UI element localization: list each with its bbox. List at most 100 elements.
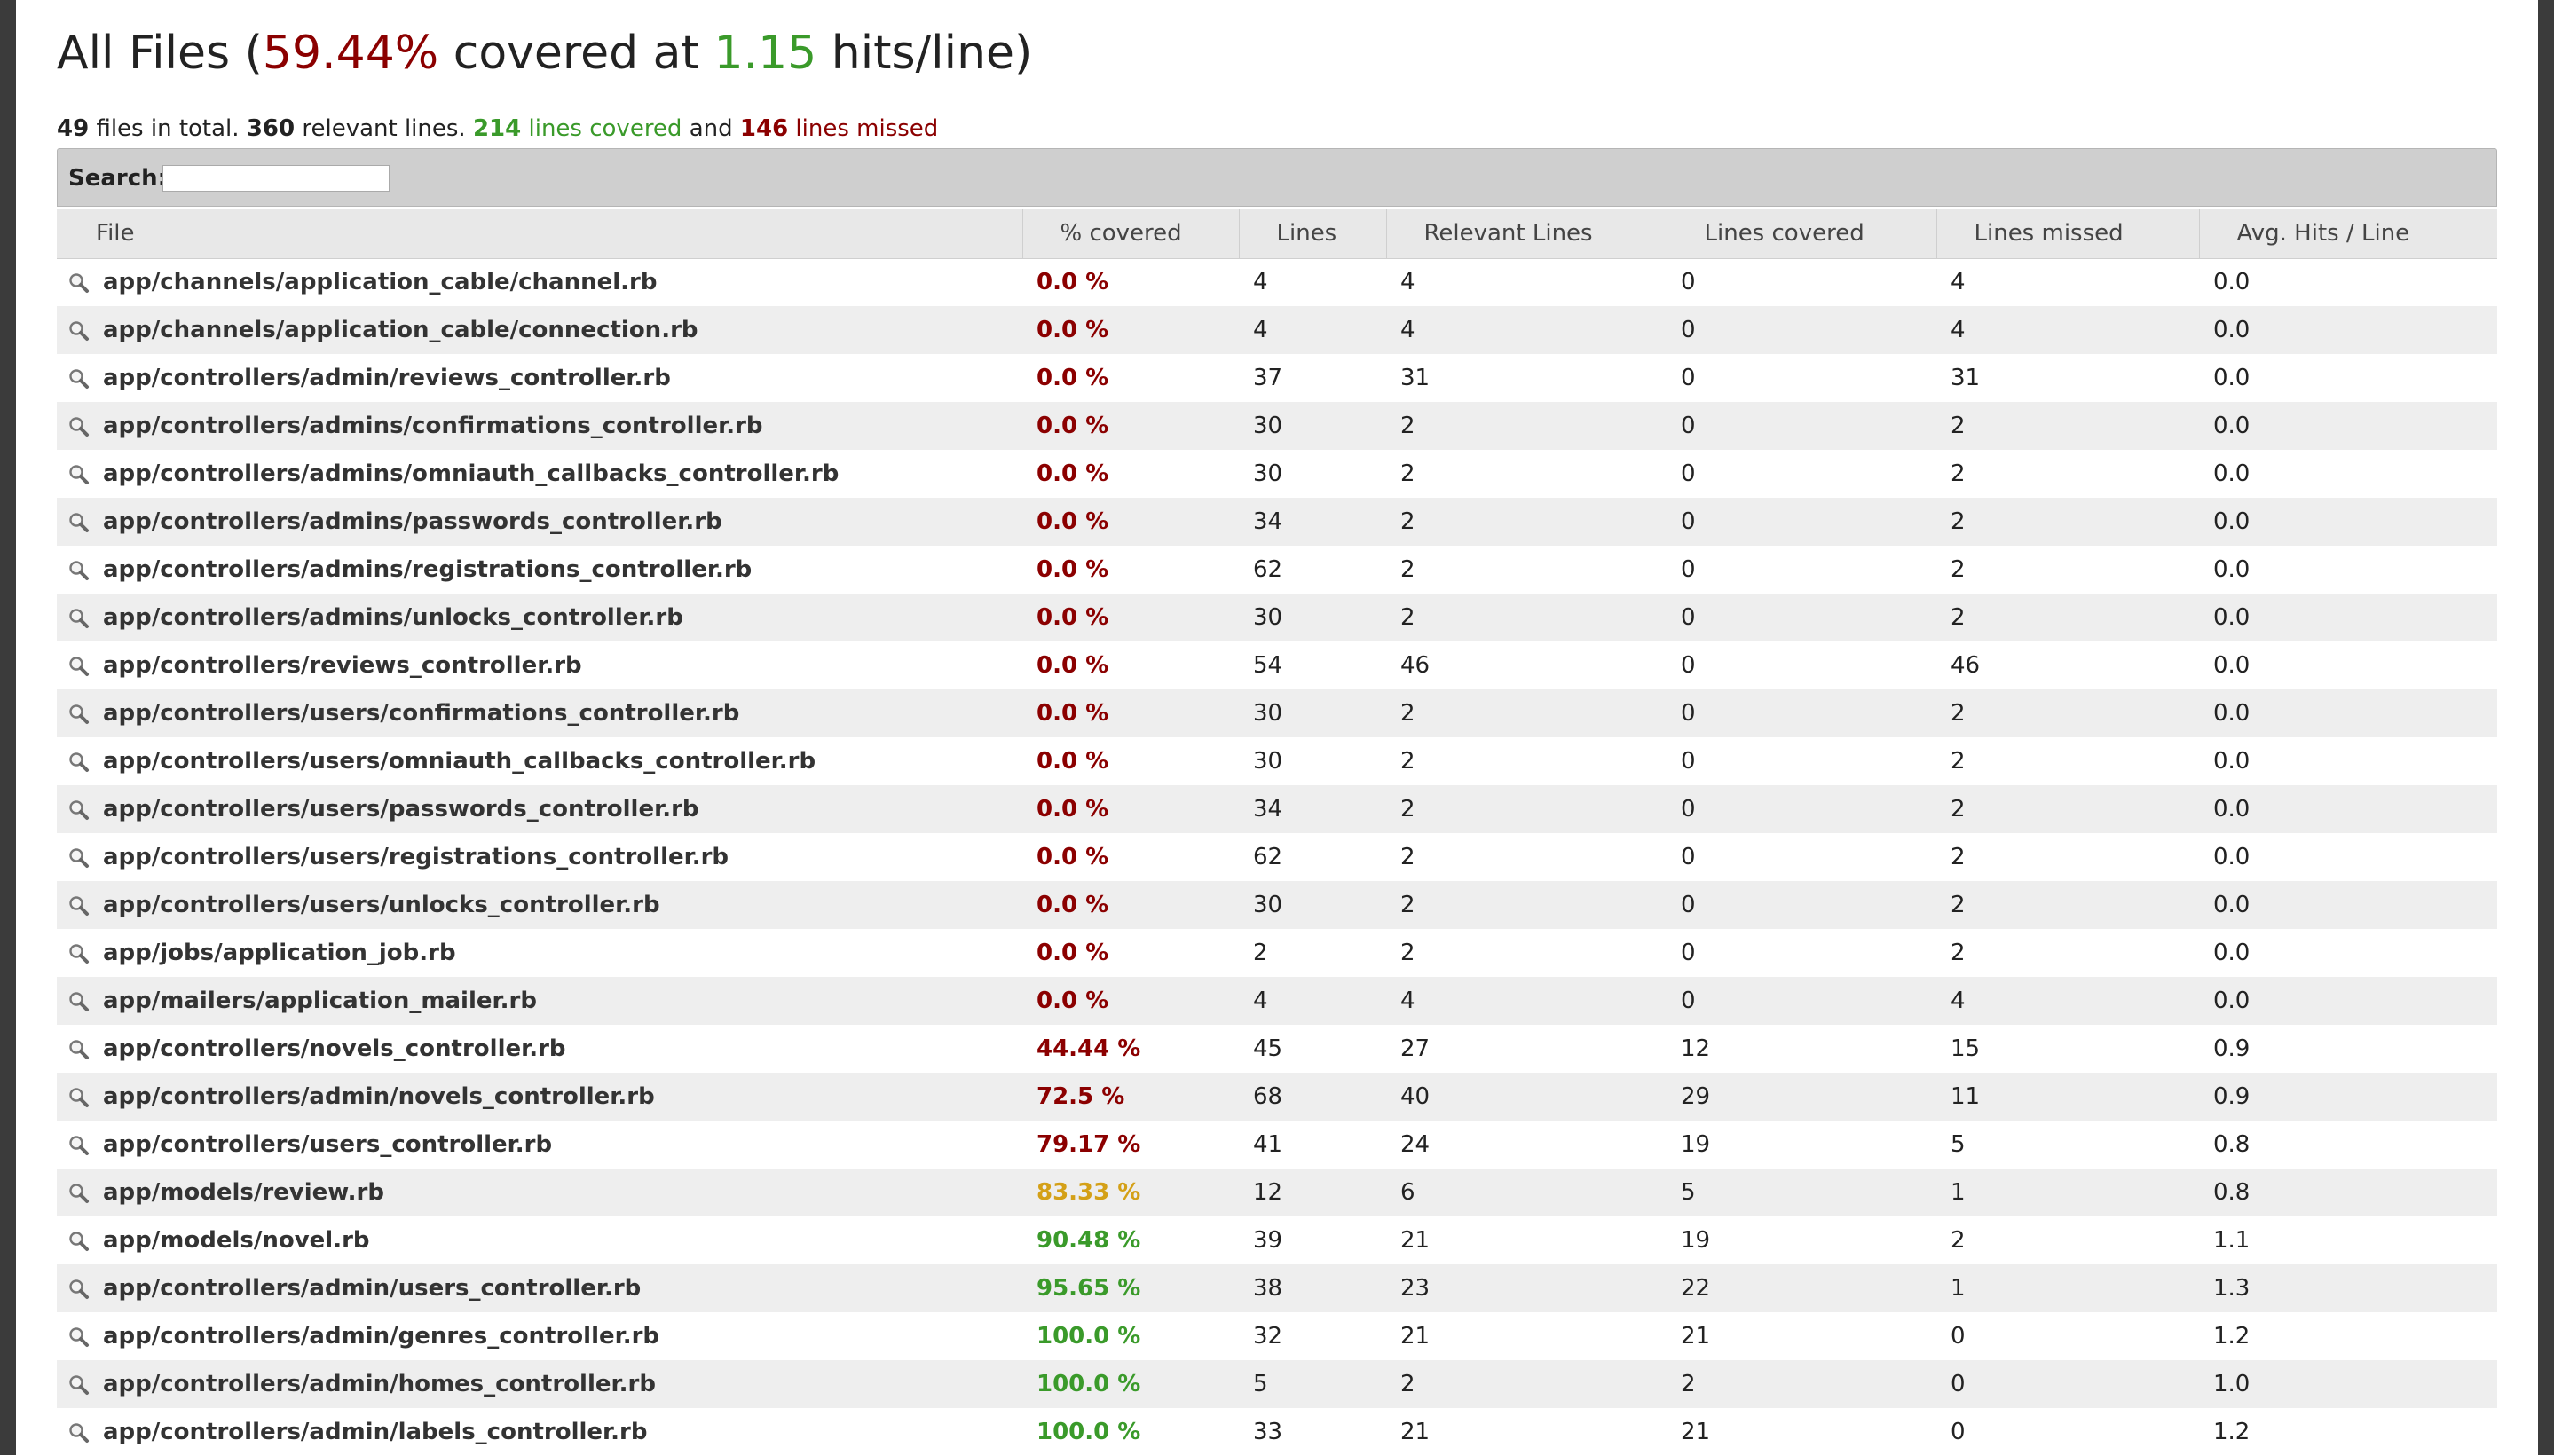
col-lines-covered-header[interactable]: Lines covered [1667, 209, 1937, 259]
magnifier-icon[interactable] [67, 607, 91, 630]
file-link[interactable]: app/controllers/admins/registrations_con… [103, 556, 753, 583]
file-link[interactable]: app/controllers/admin/reviews_controller… [103, 365, 671, 391]
magnifier-icon[interactable] [67, 415, 91, 438]
col-lines-missed-header[interactable]: Lines missed [1936, 209, 2200, 259]
file-link[interactable]: app/controllers/reviews_controller.rb [103, 652, 582, 679]
magnifier-icon[interactable] [67, 799, 91, 822]
lines-covered-cell: 0 [1667, 833, 1936, 881]
magnifier-icon[interactable] [67, 1373, 91, 1397]
file-link[interactable]: app/channels/application_cable/connectio… [103, 317, 698, 343]
file-link[interactable]: app/controllers/admins/unlocks_controlle… [103, 604, 683, 631]
relevant-lines-cell: 31 [1386, 354, 1667, 402]
magnifier-icon[interactable] [67, 1182, 91, 1205]
file-link[interactable]: app/controllers/admins/omniauth_callback… [103, 460, 840, 487]
relevant-lines-cell: 2 [1386, 737, 1667, 785]
file-link[interactable]: app/channels/application_cable/channel.r… [103, 269, 658, 296]
magnifier-icon[interactable] [67, 751, 91, 774]
file-link[interactable]: app/controllers/admin/novels_controller.… [103, 1083, 655, 1110]
table-row: app/controllers/users/registrations_cont… [57, 833, 2497, 881]
table-row: app/controllers/users/passwords_controll… [57, 785, 2497, 833]
magnifier-icon[interactable] [67, 367, 91, 390]
magnifier-icon[interactable] [67, 990, 91, 1013]
relevant-lines-cell: 40 [1386, 1073, 1667, 1121]
magnifier-icon[interactable] [67, 1421, 91, 1444]
lines-cell: 68 [1239, 1073, 1386, 1121]
file-link[interactable]: app/controllers/admin/homes_controller.r… [103, 1371, 656, 1397]
file-link[interactable]: app/controllers/users/passwords_controll… [103, 796, 699, 822]
magnifier-icon[interactable] [67, 942, 91, 965]
file-cell: app/controllers/admins/registrations_con… [57, 546, 1022, 594]
magnifier-icon[interactable] [67, 511, 91, 534]
missed-label: lines missed [788, 115, 939, 142]
relevant-lines-cell: 21 [1386, 1312, 1667, 1360]
file-link[interactable]: app/controllers/users/confirmations_cont… [103, 700, 740, 727]
table-row: app/models/novel.rb 90.48 % 39 21 19 2 1.1 [57, 1216, 2497, 1264]
magnifier-icon[interactable] [67, 1278, 91, 1301]
file-link[interactable]: app/mailers/application_mailer.rb [103, 988, 537, 1014]
lines-cell: 45 [1239, 1025, 1386, 1073]
lines-cell: 30 [1239, 737, 1386, 785]
magnifier-icon[interactable] [67, 894, 91, 917]
table-row: app/models/review.rb 83.33 % 12 6 5 1 0.8 [57, 1169, 2497, 1216]
relevant-lines-cell: 2 [1386, 833, 1667, 881]
file-cell: app/mailers/application_mailer.rb [57, 977, 1022, 1025]
col-avg-hits-header[interactable]: Avg. Hits / Line [2199, 209, 2497, 259]
file-link[interactable]: app/controllers/admins/passwords_control… [103, 508, 722, 535]
table-row: app/controllers/novels_controller.rb 44.4… [57, 1025, 2497, 1073]
magnifier-icon[interactable] [67, 703, 91, 726]
lines-covered-cell: 19 [1667, 1216, 1936, 1264]
magnifier-icon[interactable] [67, 1038, 91, 1061]
page-title: All Files (59.44% covered at 1.15 hits/l… [57, 27, 1032, 80]
avg-hits-cell: 1.3 [2199, 1264, 2497, 1312]
magnifier-icon[interactable] [67, 272, 91, 295]
file-cell: app/controllers/admin/reviews_controller… [57, 354, 1022, 402]
magnifier-icon[interactable] [67, 1326, 91, 1349]
magnifier-icon[interactable] [67, 1086, 91, 1109]
file-link[interactable]: app/controllers/admin/labels_controller.… [103, 1419, 648, 1445]
magnifier-icon[interactable] [67, 1230, 91, 1253]
lines-missed-cell: 2 [1936, 737, 2199, 785]
magnifier-icon[interactable] [67, 846, 91, 870]
file-link[interactable]: app/controllers/admin/users_controller.r… [103, 1275, 642, 1302]
avg-hits-cell: 0.0 [2199, 402, 2497, 450]
file-link[interactable]: app/models/novel.rb [103, 1227, 370, 1254]
magnifier-icon[interactable] [67, 559, 91, 582]
lines-covered-cell: 29 [1667, 1073, 1936, 1121]
file-cell: app/channels/application_cable/channel.r… [57, 258, 1022, 306]
file-link[interactable]: app/jobs/application_job.rb [103, 940, 456, 966]
col-lines-header[interactable]: Lines [1239, 209, 1387, 259]
lines-missed-cell: 1 [1936, 1169, 2199, 1216]
hits-per-line: 1.15 [713, 27, 817, 80]
col-relevant-lines-header[interactable]: Relevant Lines [1386, 209, 1667, 259]
file-cell: app/controllers/admin/genres_controller.… [57, 1312, 1022, 1360]
file-link[interactable]: app/controllers/users/registrations_cont… [103, 844, 729, 870]
file-table: File% covered Lines Relevant Lines Lines co… [57, 209, 2497, 1456]
col-file-header[interactable]: File [57, 209, 1023, 259]
relevant-lines-cell: 46 [1386, 641, 1667, 689]
lines-missed-cell: 2 [1936, 785, 2199, 833]
file-link[interactable]: app/controllers/novels_controller.rb [103, 1035, 566, 1062]
magnifier-icon[interactable] [67, 1134, 91, 1157]
magnifier-icon[interactable] [67, 655, 91, 678]
table-body: app/channels/application_cable/channel.r… [57, 258, 2497, 1456]
search-input[interactable] [162, 165, 390, 192]
magnifier-icon[interactable] [67, 319, 91, 342]
avg-hits-cell: 0.8 [2199, 1121, 2497, 1169]
table-row: app/controllers/admins/omniauth_callback… [57, 450, 2497, 498]
lines-missed-cell: 2 [1936, 594, 2199, 641]
file-link[interactable]: app/controllers/admin/genres_controller.… [103, 1323, 660, 1350]
relevant-lines-cell: 21 [1386, 1216, 1667, 1264]
file-link[interactable]: app/controllers/admins/confirmations_con… [103, 413, 763, 439]
magnifier-icon[interactable] [67, 463, 91, 486]
lines-cell: 30 [1239, 881, 1386, 929]
lines-cell: 12 [1239, 1169, 1386, 1216]
file-link[interactable]: app/controllers/users/unlocks_controller… [103, 892, 660, 918]
table-row: app/controllers/admins/passwords_control… [57, 498, 2497, 546]
and-text: and [682, 115, 740, 142]
file-link[interactable]: app/controllers/users/omniauth_callbacks… [103, 748, 816, 775]
file-link[interactable]: app/controllers/users_controller.rb [103, 1131, 553, 1158]
relevant-lines-cell: 2 [1386, 450, 1667, 498]
col-percent-covered-header[interactable]: % covered [1022, 209, 1240, 259]
relevant-lines-cell: 2 [1386, 402, 1667, 450]
file-link[interactable]: app/models/review.rb [103, 1179, 384, 1206]
